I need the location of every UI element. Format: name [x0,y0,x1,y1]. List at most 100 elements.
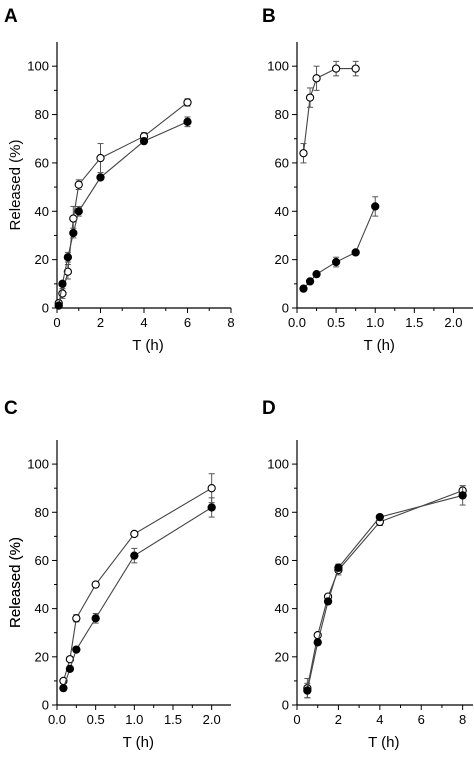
open-circle-point [74,180,83,189]
x-tick-label: 8 [459,712,466,727]
x-tick-label: 4 [140,315,147,330]
x-tick-label: 2.0 [203,712,221,727]
x-tick-label: 0 [293,712,300,727]
y-tick-label: 0 [282,301,289,316]
series-open [54,98,192,308]
x-tick-label: 1.5 [405,315,423,330]
x-tick-label: 4 [376,712,383,727]
x-axis-label: T (h) [123,734,154,751]
series-open [303,485,467,699]
y-tick-label: 100 [267,59,289,74]
x-tick-label: 0 [53,315,60,330]
y-tick-label: 80 [275,505,289,520]
x-tick-label: 2 [335,712,342,727]
y-axis-label: Released (%) [7,537,24,628]
x-tick-label: 0.5 [87,712,105,727]
filled-circle-point [312,269,321,279]
filled-circle-point [65,664,75,674]
filled-circle-point [207,503,216,512]
panel-c: C 0 20 40 60 80 100 0.0 0.5 1.0 1.5 2.0 T (h) Release… [4,398,231,751]
filled-circle-point [334,563,343,572]
y-tick-label: 40 [275,601,289,616]
y-tick-label: 60 [275,553,289,568]
open-circle-point [305,93,315,102]
filled-circle-point [371,202,380,211]
open-circle-point [91,580,100,589]
series-line [58,121,188,306]
series-line [62,487,212,682]
filled-circle-point [58,279,67,288]
series-open [59,473,216,686]
filled-circle-point [351,248,360,257]
y-tick-label: 40 [275,204,289,219]
open-circle-point [63,267,73,276]
filled-circle-point [130,551,139,560]
filled-circle-point [69,228,78,238]
y-axis-label: Released (%) [7,537,24,628]
y-tick-label: 100 [27,457,49,472]
open-circle-point [312,74,321,83]
panel-letter: C [4,398,18,419]
series-filled [59,497,216,693]
filled-circle-point [323,597,333,606]
x-axis-label: T (h) [368,734,399,751]
series-line [306,490,463,689]
filled-circle-point [139,136,149,146]
open-circle-point [299,149,308,158]
y-axis-label: Released (%) [7,140,24,231]
filled-circle-point [72,645,81,654]
filled-circle-point [305,277,315,286]
panel-a: A 0 20 40 60 80 100 0 2 4 6 8 T (h) Released (%) [4,6,235,354]
series-open [299,60,360,164]
x-axis-label: T (h) [132,337,163,354]
series-line [58,102,188,304]
filled-circle-point [54,301,63,310]
x-tick-label: 0.0 [48,712,66,727]
filled-circle-point [313,638,322,647]
y-tick-label: 20 [35,252,49,267]
x-tick-label: 0.0 [288,315,306,330]
x-tick-label: 6 [418,712,425,727]
y-tick-label: 60 [35,155,49,170]
filled-circle-point [63,253,73,262]
y-tick-label: 100 [27,59,49,74]
x-tick-label: 1.0 [366,315,384,330]
panel-d: D 0 20 40 60 80 100 0 2 4 6 8 T (h) Released (%) [7,398,473,751]
x-tick-label: 0.5 [327,315,345,330]
open-circle-point [183,98,192,107]
x-tick-label: 1.5 [164,712,182,727]
open-circle-point [130,529,139,539]
open-circle-point [207,484,216,493]
filled-circle-point [183,117,192,126]
y-tick-label: 100 [267,457,289,472]
filled-circle-point [91,614,100,623]
y-tick-label: 20 [35,649,49,664]
y-tick-label: 80 [275,107,289,122]
filled-circle-point [299,284,308,293]
y-tick-label: 60 [275,155,289,170]
filled-circle-point [375,512,384,522]
panel-letter: B [262,6,276,27]
y-tick-label: 80 [35,107,49,122]
y-tick-label: 60 [35,553,49,568]
y-tick-label: 40 [35,204,49,219]
y-tick-label: 20 [275,252,289,267]
filled-circle-point [74,207,83,216]
x-tick-label: 2 [97,315,104,330]
x-tick-label: 8 [227,315,234,330]
filled-circle-point [59,683,68,693]
y-tick-label: 0 [42,698,49,713]
panel-letter: D [262,398,276,419]
series-line [302,68,356,154]
series-filled [299,196,380,293]
open-circle-point [96,153,105,163]
series-filled [303,485,467,699]
filled-circle-point [331,257,341,267]
x-tick-label: 1.0 [125,712,143,727]
panel-letter: A [4,6,18,27]
filled-circle-point [458,491,467,500]
y-tick-label: 80 [35,505,49,520]
x-axis-label: T (h) [364,337,395,354]
filled-circle-point [303,686,312,695]
